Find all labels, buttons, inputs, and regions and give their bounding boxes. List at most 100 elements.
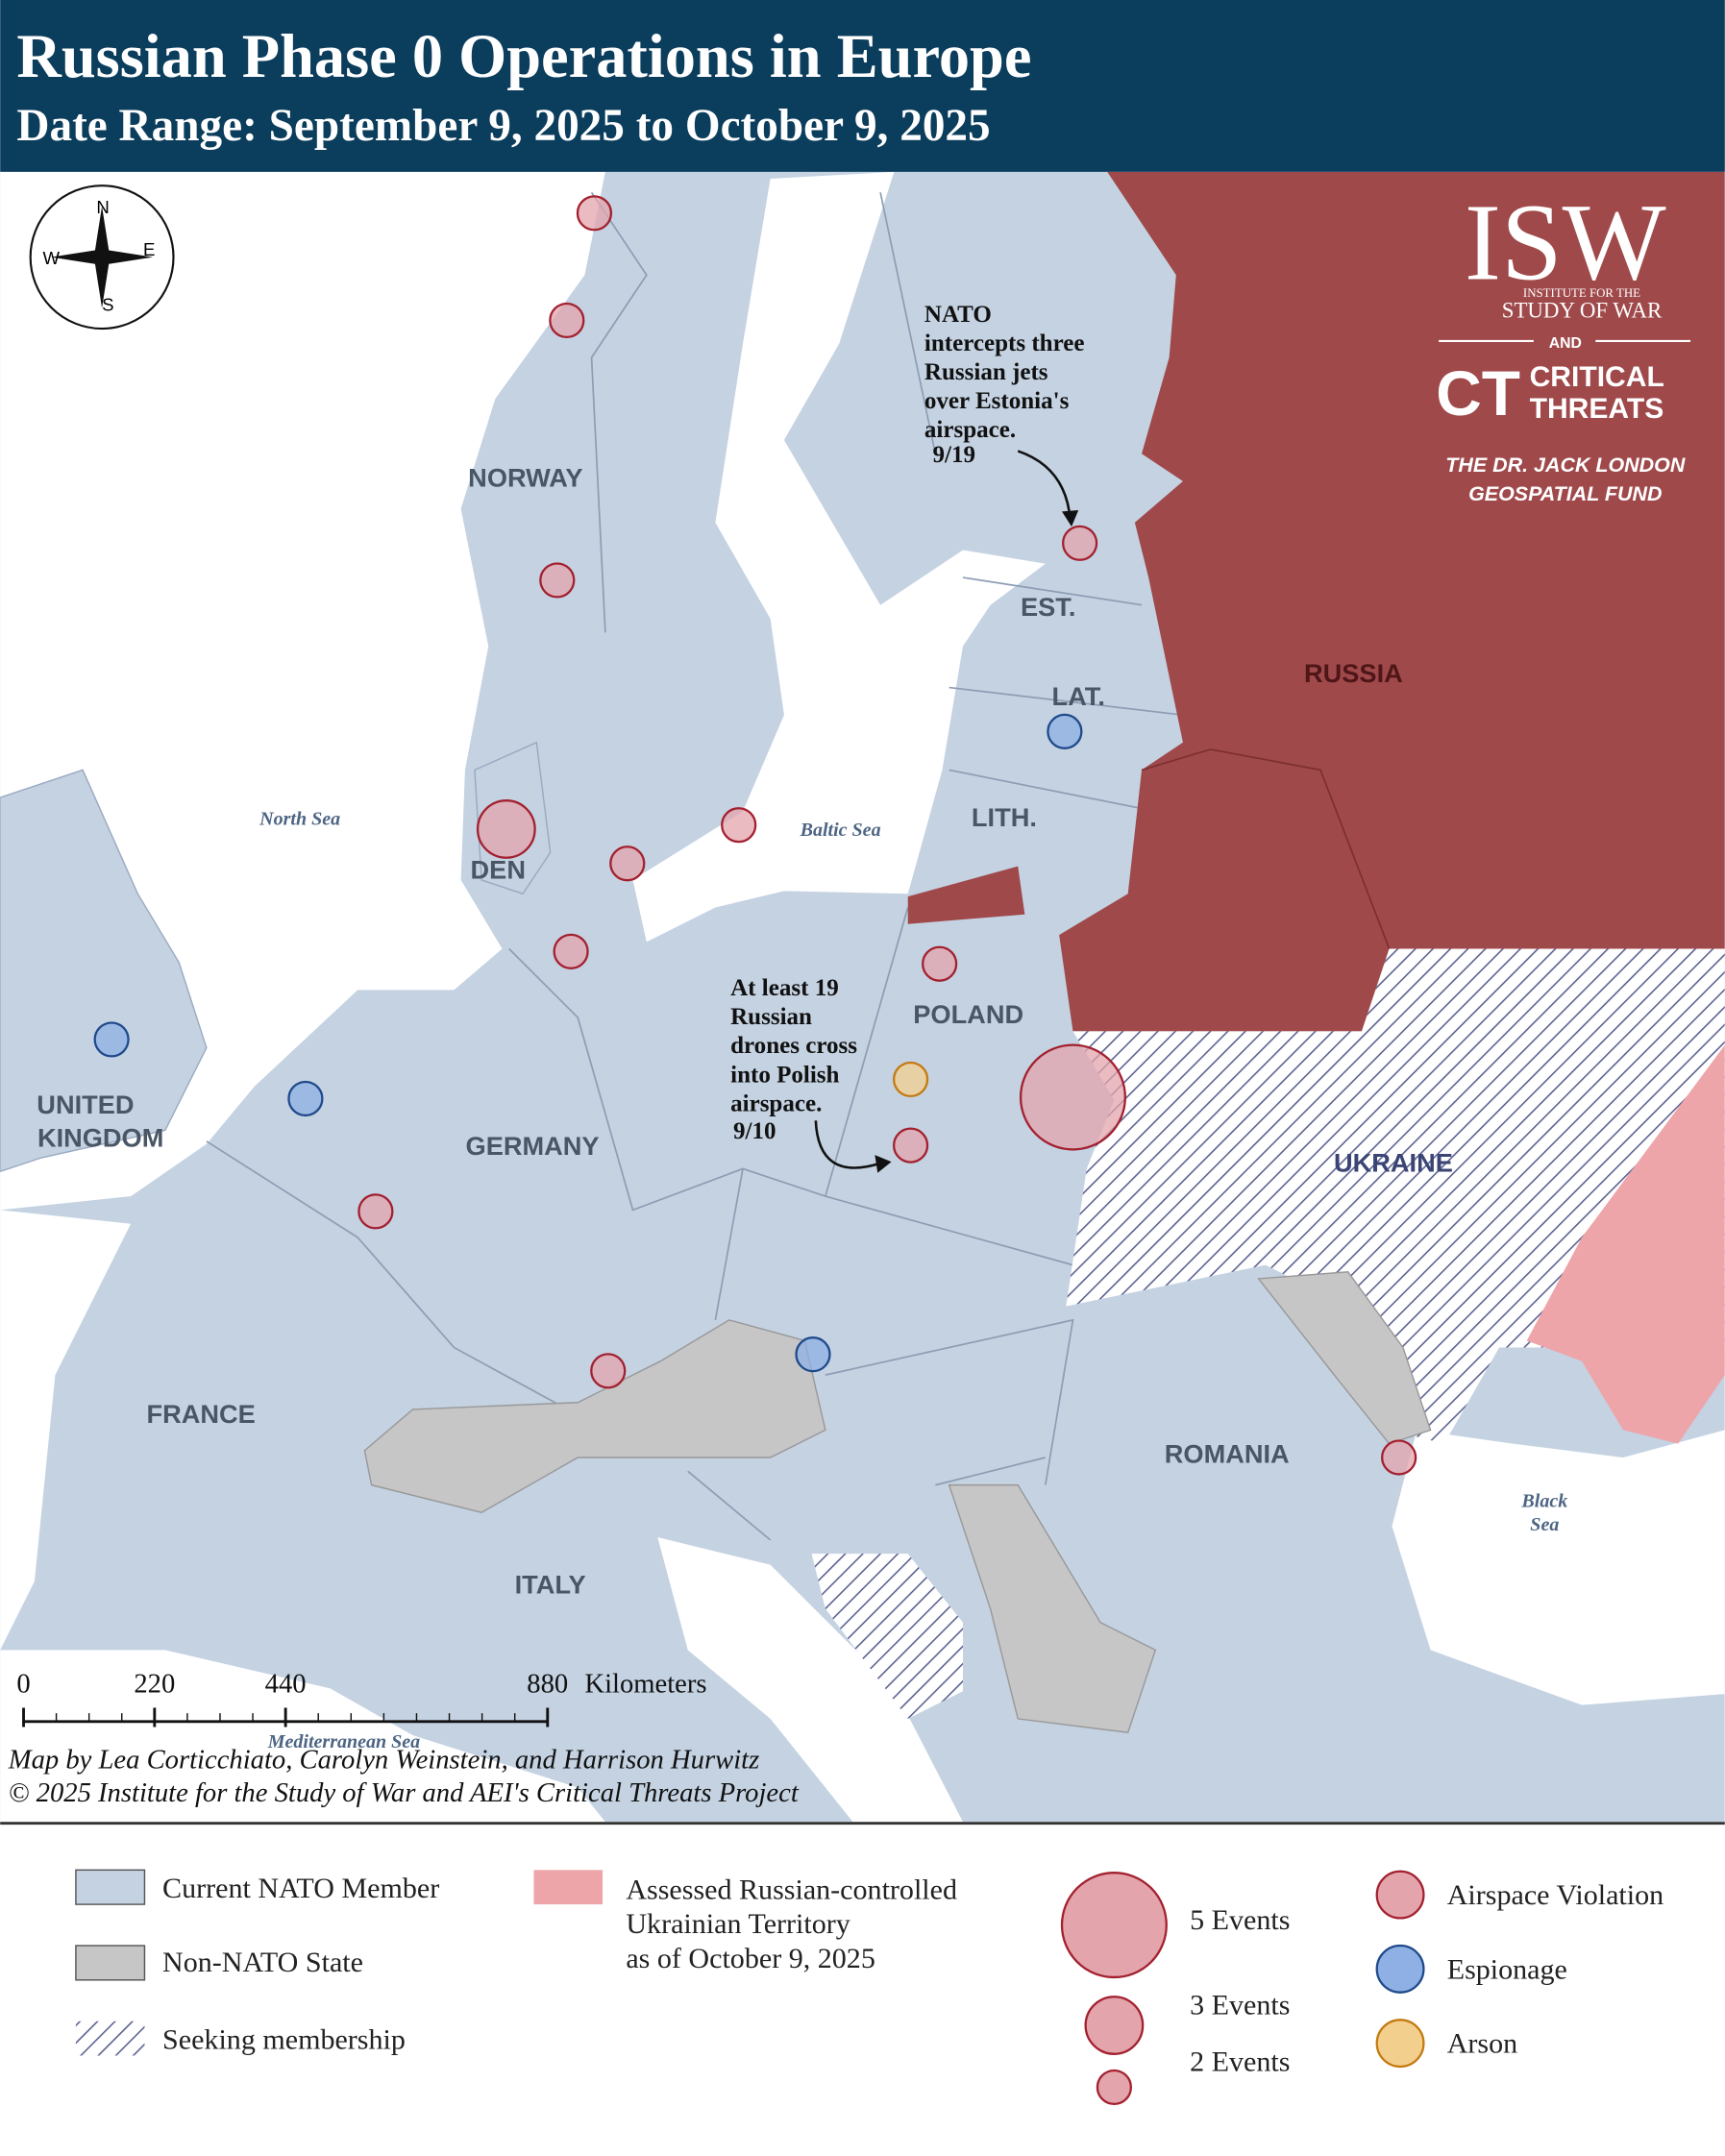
annotation-line: At least 19	[730, 975, 839, 1001]
legend-swatch	[75, 1945, 146, 1981]
event-marker	[892, 1061, 929, 1098]
country-label: NORWAY	[468, 463, 582, 493]
legend-label: as of October 9, 2025	[626, 1942, 875, 1974]
sea-label: Baltic Sea	[800, 820, 881, 841]
non-nato	[363, 1271, 1432, 1733]
compass: N S E W	[29, 184, 175, 331]
annotation-line: Russian	[730, 1004, 812, 1030]
logo-ct: CT	[1436, 357, 1520, 429]
event-marker	[795, 1336, 831, 1373]
russia-belarus	[1059, 171, 1725, 1032]
logo-text: INSTITUTE FOR THE	[1523, 286, 1640, 300]
compass-label: S	[102, 294, 113, 314]
event-marker	[609, 845, 646, 882]
annotation-line: Russian jets	[924, 359, 1048, 385]
events	[93, 195, 1417, 1476]
event-marker	[357, 1193, 394, 1230]
event-marker	[576, 195, 613, 232]
seas	[0, 171, 1725, 1823]
country-label: LITH.	[972, 802, 1037, 832]
country-label: UKRAINE	[1334, 1147, 1453, 1177]
uk	[0, 769, 208, 1173]
legend-symbols: 5 Events 3 Events 2 Events Airspace Violati…	[1060, 1870, 1663, 2106]
credit: Map by Lea Corticchiato, Carolyn Weinste…	[8, 1744, 759, 1775]
annotation-date: 9/19	[932, 442, 975, 468]
legend-size	[1096, 2069, 1132, 2106]
legend-label: Non-NATO State	[162, 1946, 363, 1978]
logo-text: STUDY OF WAR	[1502, 299, 1663, 323]
scale-label: 880	[527, 1669, 568, 1700]
logo-text: THE DR. JACK LONDON	[1445, 453, 1686, 477]
event-marker	[892, 1127, 929, 1164]
scale-bar: 0 220 440 880	[16, 1669, 568, 1727]
legend-label: Airspace Violation	[1447, 1878, 1663, 1911]
bosnia	[811, 1554, 963, 1719]
credit: © 2025 Institute for the Study of War an…	[9, 1777, 800, 1808]
legend-size	[1060, 1872, 1168, 1979]
legend-label: Current NATO Member	[162, 1872, 439, 1904]
annotation-arrow	[814, 1120, 881, 1169]
scale-label: 0	[16, 1669, 30, 1700]
borders	[206, 191, 1184, 1541]
arrowhead	[1062, 509, 1079, 527]
annotation-date: 9/10	[733, 1118, 776, 1144]
compass-label: W	[43, 248, 61, 268]
event-marker	[922, 945, 958, 982]
annotation-arrow	[1017, 450, 1072, 521]
country-label: RUSSIA	[1304, 658, 1403, 688]
scale-label: 440	[265, 1669, 307, 1700]
scale-unit: Kilometers	[584, 1669, 706, 1700]
annotation-line: NATO	[924, 302, 992, 328]
kaliningrad	[907, 866, 1025, 924]
legend-label: Seeking membership	[162, 2022, 406, 2055]
event-marker	[539, 562, 576, 599]
legend-label: 5 Events	[1190, 1903, 1290, 1936]
title: Russian Phase 0 Operations in Europe	[16, 22, 1031, 90]
sea-label: North Sea	[259, 809, 340, 830]
country-label: FRANCE	[146, 1399, 255, 1429]
event-marker	[1062, 525, 1098, 561]
legend-swatch	[75, 2021, 145, 2056]
legend-label: 2 Events	[1190, 2045, 1290, 2077]
map-body: NORWAY EST. LAT. LITH. RUSSIA DEN POLAND…	[0, 171, 1725, 1823]
event-marker	[1019, 1043, 1126, 1151]
event-marker	[476, 799, 536, 859]
sea-label: Sea	[1530, 1514, 1559, 1535]
legend: Current NATO Member Non-NATO State Seeki…	[75, 1869, 1663, 2106]
event-marker	[549, 302, 585, 339]
annotation-line: into Polish	[730, 1062, 839, 1088]
logo-text: GEOSPATIAL FUND	[1468, 482, 1662, 505]
logo-isw: ISW	[1465, 182, 1666, 304]
logo-text: AND	[1549, 335, 1582, 352]
header-bar	[0, 0, 1725, 172]
logo-text: CRITICAL	[1530, 361, 1664, 393]
legend-type	[1375, 1870, 1425, 1920]
event-marker	[287, 1080, 324, 1117]
event-marker	[553, 933, 589, 969]
sea-label: Mediterranean Sea	[267, 1731, 420, 1752]
country-label: POLAND	[913, 999, 1023, 1029]
occupied-territory	[1526, 1044, 1725, 1444]
country-label: UNITED	[37, 1090, 134, 1119]
annotation-line: airspace.	[730, 1090, 822, 1116]
country-label: ITALY	[515, 1570, 586, 1600]
country-label: GERMANY	[466, 1131, 600, 1161]
annotation-line: airspace.	[924, 417, 1016, 443]
country-label: EST.	[1021, 592, 1075, 622]
subtitle: Date Range: September 9, 2025 to October…	[16, 101, 990, 151]
compass-label: E	[143, 239, 155, 259]
legend-label: Assessed Russian-controlled	[626, 1873, 957, 1905]
compass-label: N	[96, 197, 109, 217]
legend-size	[1084, 1996, 1145, 2055]
legend-label: Arson	[1447, 2027, 1517, 2060]
event-marker	[721, 807, 757, 844]
country-label: ROMANIA	[1165, 1439, 1290, 1469]
country-label: KINGDOM	[37, 1123, 163, 1153]
event-marker	[1047, 713, 1083, 749]
annotation-line: over Estonia's	[924, 388, 1070, 414]
legend-swatch	[533, 1870, 604, 1905]
legend-label: 3 Events	[1190, 1989, 1290, 2021]
annotation-line: intercepts three	[924, 331, 1085, 356]
